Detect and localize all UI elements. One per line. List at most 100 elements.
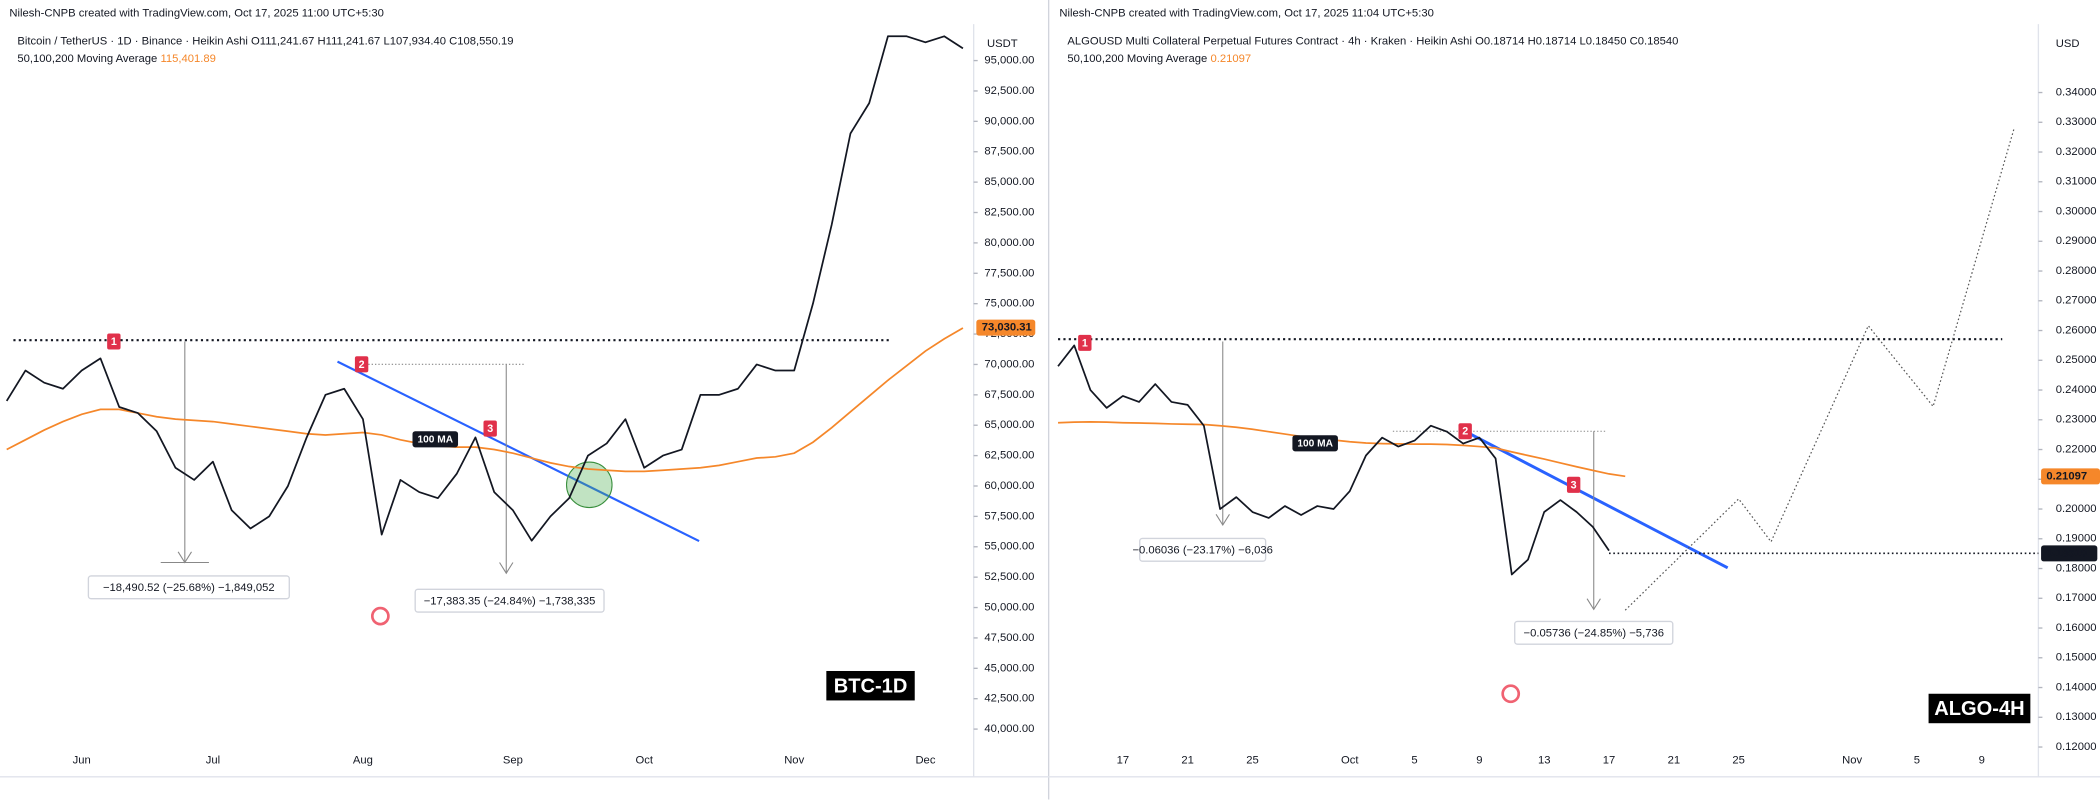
y-tick-label: 75,000.00: [984, 298, 1034, 310]
price-line: [1057, 344, 1610, 576]
badge-box: [826, 670, 915, 701]
marker-label: 2: [359, 359, 365, 371]
y-tick-label: 62,500.00: [984, 450, 1034, 462]
x-tick-label: Jun: [73, 755, 91, 767]
moving-average: [1058, 420, 1626, 478]
projection-path: [1624, 128, 2015, 611]
marker-label: 3: [1571, 479, 1577, 491]
y-tick-label: 0.24000: [2056, 384, 2097, 396]
x-tick-label: 17: [1117, 755, 1130, 767]
measure-box: [414, 588, 605, 613]
measure-arrows: [160, 341, 1608, 611]
x-tick-label: 9: [1476, 755, 1482, 767]
ma-tag: [2041, 468, 2100, 485]
low-marker: [1501, 684, 1521, 704]
y-tick-label: 0.17000: [2056, 592, 2097, 604]
y-tick-label: 87,500.00: [984, 146, 1034, 158]
ma-tag-label: 73,030.31: [982, 322, 1032, 334]
y-tick-label: 0.27000: [2056, 295, 2097, 307]
y-tick-label: 0.18000: [2056, 562, 2097, 574]
badge-label: BTC-1D: [834, 675, 908, 697]
measure-label: −18,490.52 (−25.68%) −1,849,052: [103, 582, 275, 594]
x-tick-label: 9: [1979, 755, 1985, 767]
y-tick-label: 65,000.00: [984, 419, 1034, 431]
marker-box: [1566, 476, 1581, 493]
y-tick-label: 0.31000: [2056, 176, 2097, 188]
x-tick-label: Oct: [635, 755, 653, 767]
y-tick-label: 0.13000: [2056, 711, 2097, 723]
x-tick-label: Dec: [915, 755, 935, 767]
badge-box: [1928, 693, 2031, 724]
x-tick-label: 21: [1668, 755, 1681, 767]
ma-label: 100 MA: [1297, 439, 1333, 450]
y-tick-label: 92,500.00: [984, 85, 1034, 97]
legend-label: 50,100,200 Moving Average: [17, 53, 157, 65]
measure-label: −17,383.35 (−24.84%) −1,738,335: [424, 595, 596, 607]
y-tick-label: 0.28000: [2056, 265, 2097, 277]
y-tick-label: 57,500.00: [984, 510, 1034, 522]
x-tick-label: 5: [1411, 755, 1417, 767]
y-tick-label: 95,000.00: [984, 55, 1034, 67]
ma-label: 100 MA: [417, 435, 453, 446]
x-tick-label: Oct: [1341, 755, 1359, 767]
x-tick-label: 17: [1603, 755, 1616, 767]
y-tick-label: 80,000.00: [984, 237, 1034, 249]
chart-title: ALGOUSD Multi Collateral Perpetual Futur…: [1067, 35, 1678, 47]
price-line: [5, 35, 964, 542]
measure-box: [1514, 620, 1674, 645]
marker-box: [354, 356, 369, 373]
y-tick-label: 40,000.00: [984, 723, 1034, 735]
x-tick-label: Aug: [353, 755, 373, 767]
y-tick-label: 85,000.00: [984, 176, 1034, 188]
currency: USD: [2056, 38, 2080, 50]
y-tick-label: 0.16000: [2056, 622, 2097, 634]
y-tick-label: 47,500.00: [984, 632, 1034, 644]
marker-label: 1: [111, 336, 117, 348]
y-tick-label: 90,000.00: [984, 115, 1034, 127]
legend: 50,100,200 Moving Average 0.21097: [1067, 53, 1251, 65]
low-marker: [370, 606, 390, 626]
legend-value: 0.21097: [1210, 53, 1251, 65]
highlight-circle: [565, 461, 613, 509]
price-tag-label: 0.18510: [2046, 547, 2087, 559]
x-tick-label: 13: [1538, 755, 1551, 767]
y-tick-label: 70,000.00: [984, 358, 1034, 370]
trendline: [337, 360, 700, 543]
attribution: Nilesh-CNPB created with TradingView.com…: [1059, 7, 1433, 19]
marker-label: 3: [487, 423, 493, 435]
measure-box: [1139, 537, 1267, 562]
x-tick-label: 21: [1181, 755, 1194, 767]
currency: USDT: [987, 38, 1018, 50]
ma-tag-label: 0.21097: [2046, 470, 2087, 482]
chart-title: Bitcoin / TetherUS · 1D · Binance · Heik…: [17, 35, 513, 47]
marker-box: [107, 333, 121, 350]
y-tick-label: 0.29000: [2056, 235, 2097, 247]
y-tick-label: 0.22000: [2056, 443, 2097, 455]
y-tick-label: 52,500.00: [984, 571, 1034, 583]
y-tick-label: 77,500.00: [984, 267, 1034, 279]
y-tick-label: 0.30000: [2056, 206, 2097, 218]
y-tick-label: 82,500.00: [984, 206, 1034, 218]
y-tick-label: 0.33000: [2056, 116, 2097, 128]
legend-label: 50,100,200 Moving Average: [1067, 53, 1207, 65]
x-tick-label: 5: [1914, 755, 1920, 767]
y-tick-label: 0.20000: [2056, 503, 2097, 515]
y-tick-label: 0.25000: [2056, 354, 2097, 366]
marker-label: 2: [1462, 426, 1468, 438]
y-tick-label: 42,500.00: [984, 693, 1034, 705]
y-tick-label: 0.23000: [2056, 414, 2097, 426]
y-tick-label: 0.32000: [2056, 146, 2097, 158]
price-tag: [2041, 545, 2098, 562]
legend: 50,100,200 Moving Average 115,401.89: [17, 53, 216, 65]
y-tick-label: 55,000.00: [984, 541, 1034, 553]
y-tick-label: 0.12000: [2056, 741, 2097, 753]
legend-value: 115,401.89: [160, 53, 215, 65]
y-tick-label: 0.34000: [2056, 87, 2097, 99]
ma-label-box: [1292, 435, 1338, 452]
y-tick-label: 45,000.00: [984, 662, 1034, 674]
y-tick-label: 67,500.00: [984, 389, 1034, 401]
measure-label: −0.06036 (−23.17%) −6,036: [1132, 544, 1272, 556]
measure-box: [87, 575, 290, 600]
